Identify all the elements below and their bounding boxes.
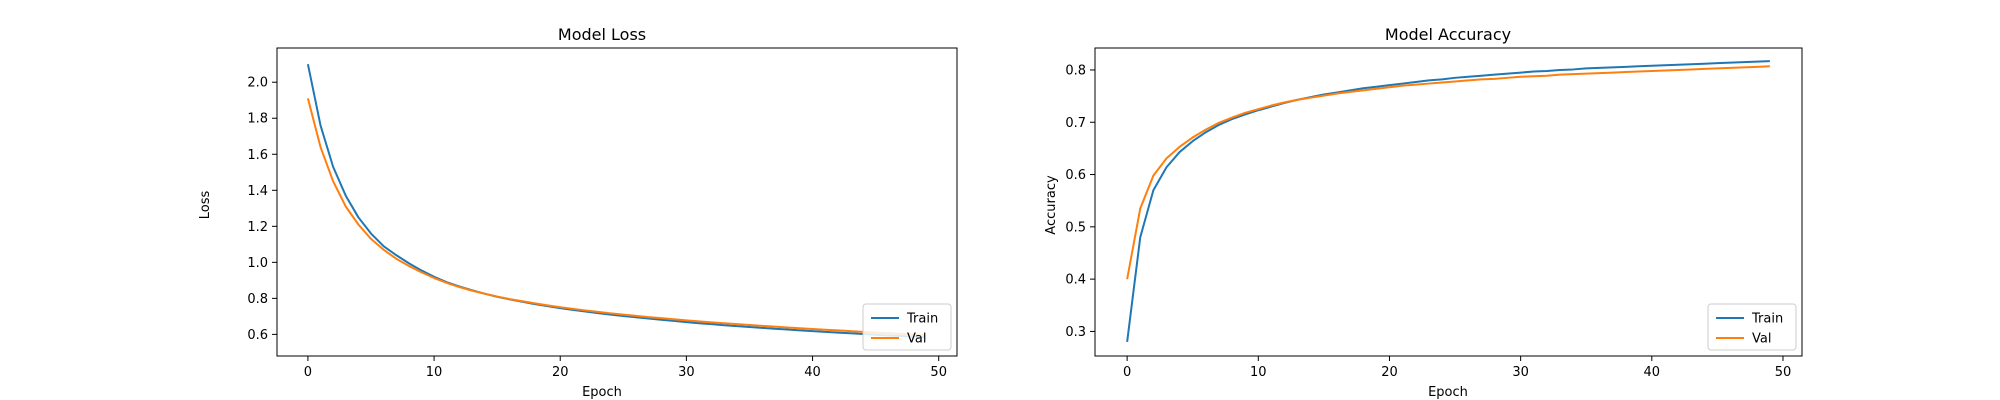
loss-x-tick-label: 0	[304, 365, 312, 380]
loss-series-line-train	[306, 64, 927, 339]
accuracy-legend-label-val: Val	[1752, 332, 1771, 347]
loss-x-axis-label: Epoch	[582, 385, 622, 400]
loss-y-tick-label: 1.6	[247, 148, 268, 163]
accuracy-series-line-val	[1126, 65, 1770, 280]
accuracy-y-tick-label: 0.3	[1065, 325, 1086, 340]
loss-x-tick-label: 50	[930, 365, 947, 380]
loss-y-axis-label: Loss	[198, 191, 213, 220]
accuracy-x-tick-label: 20	[1381, 365, 1398, 380]
loss-x-tick-label: 10	[426, 365, 443, 380]
loss-legend-label-train: Train	[906, 312, 938, 327]
accuracy-plot-frame	[1094, 47, 1803, 357]
loss-y-tick-label: 1.0	[247, 256, 268, 271]
loss-x-tick-label: 20	[552, 365, 569, 380]
loss-y-tick-label: 2.0	[247, 76, 268, 91]
loss-chart: Model Loss Epoch Loss 0 10 20 30 40 50 0.6 0.8 1…	[198, 25, 958, 400]
accuracy-x-tick-label: 10	[1250, 365, 1267, 380]
accuracy-x-tick-label: 40	[1644, 365, 1661, 380]
loss-chart-title: Model Loss	[558, 25, 646, 44]
loss-y-tick-label: 1.2	[247, 220, 268, 235]
accuracy-y-tick-label: 0.7	[1065, 116, 1086, 131]
accuracy-y-tick-label: 0.5	[1065, 220, 1086, 235]
accuracy-y-tick-label: 0.4	[1065, 273, 1086, 288]
accuracy-x-tick-label: 0	[1123, 365, 1131, 380]
accuracy-x-axis-label: Epoch	[1428, 385, 1468, 400]
accuracy-chart-title: Model Accuracy	[1385, 25, 1511, 44]
accuracy-x-tick-label: 50	[1775, 365, 1792, 380]
loss-x-tick-label: 30	[678, 365, 695, 380]
loss-legend-label-val: Val	[907, 332, 926, 347]
accuracy-legend: Train Val	[1707, 303, 1797, 351]
accuracy-y-tick-label: 0.8	[1065, 63, 1086, 78]
accuracy-y-tick-label: 0.6	[1065, 168, 1086, 183]
accuracy-chart: Model Accuracy Epoch Accuracy 0 10 20 30 40 5…	[1044, 25, 1803, 400]
loss-plot-frame	[276, 47, 958, 357]
loss-y-tick-label: 0.6	[247, 328, 268, 343]
loss-y-tick-label: 0.8	[247, 292, 268, 307]
loss-legend: Train Val	[862, 303, 952, 351]
loss-y-tick-label: 1.8	[247, 112, 268, 127]
loss-series-line-val	[306, 98, 927, 337]
loss-x-tick-label: 40	[804, 365, 821, 380]
accuracy-y-axis-label: Accuracy	[1044, 175, 1059, 235]
accuracy-legend-label-train: Train	[1751, 312, 1783, 327]
accuracy-series-line-train	[1126, 60, 1770, 343]
accuracy-x-tick-label: 30	[1512, 365, 1529, 380]
loss-y-tick-label: 1.4	[247, 184, 268, 199]
